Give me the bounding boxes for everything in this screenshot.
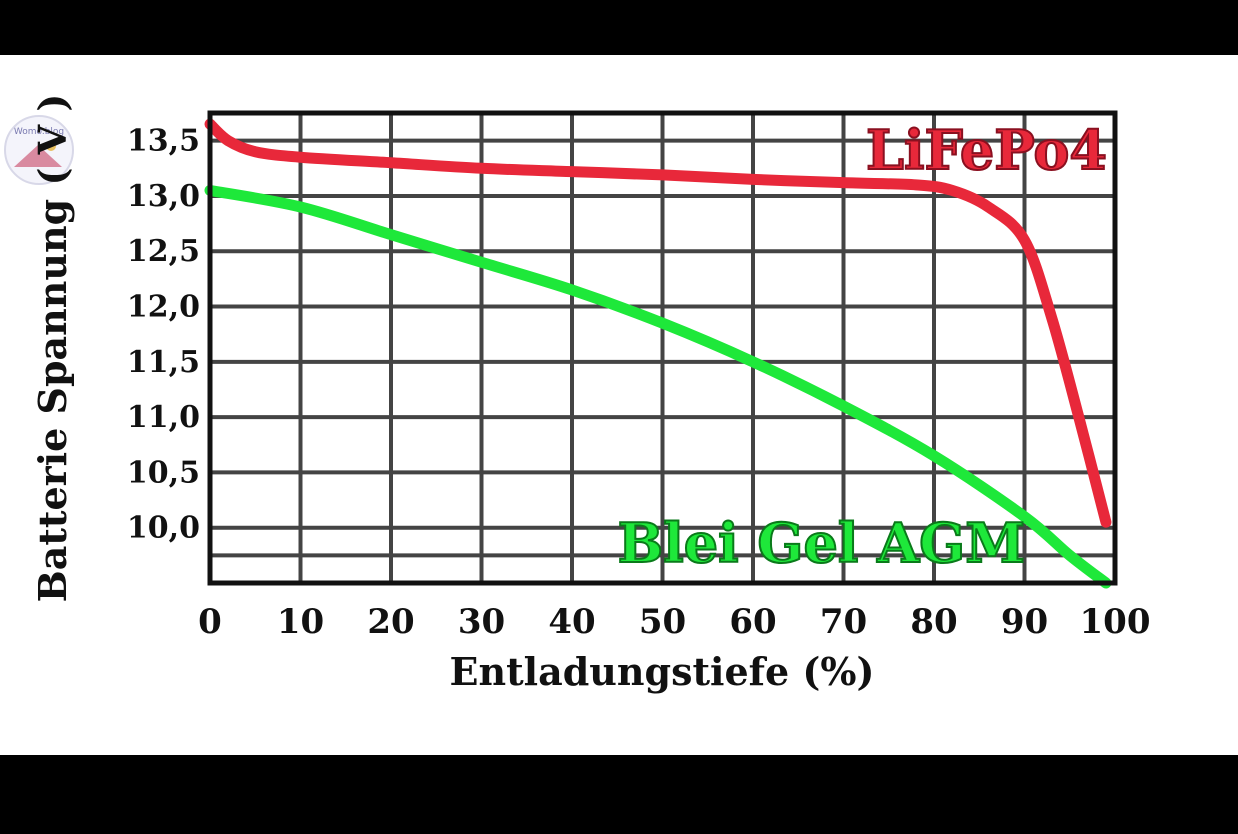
grid-lines (208, 113, 1117, 583)
y-axis-title: Batterie Spannung ( V ) (30, 94, 75, 603)
chart-frame: Womo.blog 13,5 13,0 12,5 12,0 11,5 11,0 10,5 10… (0, 55, 1238, 755)
x-tick-label: 60 (729, 602, 776, 642)
x-tick-label: 30 (458, 602, 505, 642)
series-line-blei-gel-agm (204, 184, 1112, 589)
y-tick-label: 13,0 (127, 179, 200, 214)
y-tick-label: 10,5 (127, 455, 200, 490)
series-label-blei-gel-agm: Blei Gel AGM (618, 511, 1025, 575)
x-tick-label: 40 (548, 602, 595, 642)
x-tick-label: 90 (1001, 602, 1048, 642)
x-tick-label: 10 (277, 602, 324, 642)
series-label-lifepo4: LiFePo4 (866, 118, 1107, 182)
x-tick-label: 50 (639, 602, 686, 642)
x-tick-label: 80 (910, 602, 957, 642)
y-tick-label: 12,0 (127, 290, 200, 325)
plot-border (207, 110, 1118, 586)
x-tick-label: 70 (820, 602, 867, 642)
y-tick-labels: 13,5 13,0 12,5 12,0 11,5 11,0 10,5 10,0 (127, 124, 200, 546)
y-tick-label: 13,5 (127, 124, 200, 159)
x-tick-label: 100 (1080, 602, 1151, 642)
line-chart: 13,5 13,0 12,5 12,0 11,5 11,0 10,5 10,0 0 10 20 30… (30, 94, 1150, 694)
y-tick-label: 11,0 (127, 400, 200, 435)
y-tick-label: 10,0 (127, 511, 200, 546)
x-tick-label: 0 (198, 602, 222, 642)
series-lines (204, 118, 1112, 589)
series-line-lifepo4 (204, 118, 1112, 528)
x-tick-label: 20 (367, 602, 414, 642)
watermark-text: Womo.blog (13, 127, 65, 137)
sun-icon (46, 141, 56, 151)
y-tick-label: 11,5 (127, 345, 200, 380)
y-tick-label: 12,5 (127, 234, 200, 269)
x-axis-title: Entladungstiefe (%) (450, 649, 875, 694)
x-tick-labels: 0 10 20 30 40 50 60 70 80 90 100 (198, 602, 1150, 642)
watermark-logo: Womo.blog (4, 115, 74, 185)
